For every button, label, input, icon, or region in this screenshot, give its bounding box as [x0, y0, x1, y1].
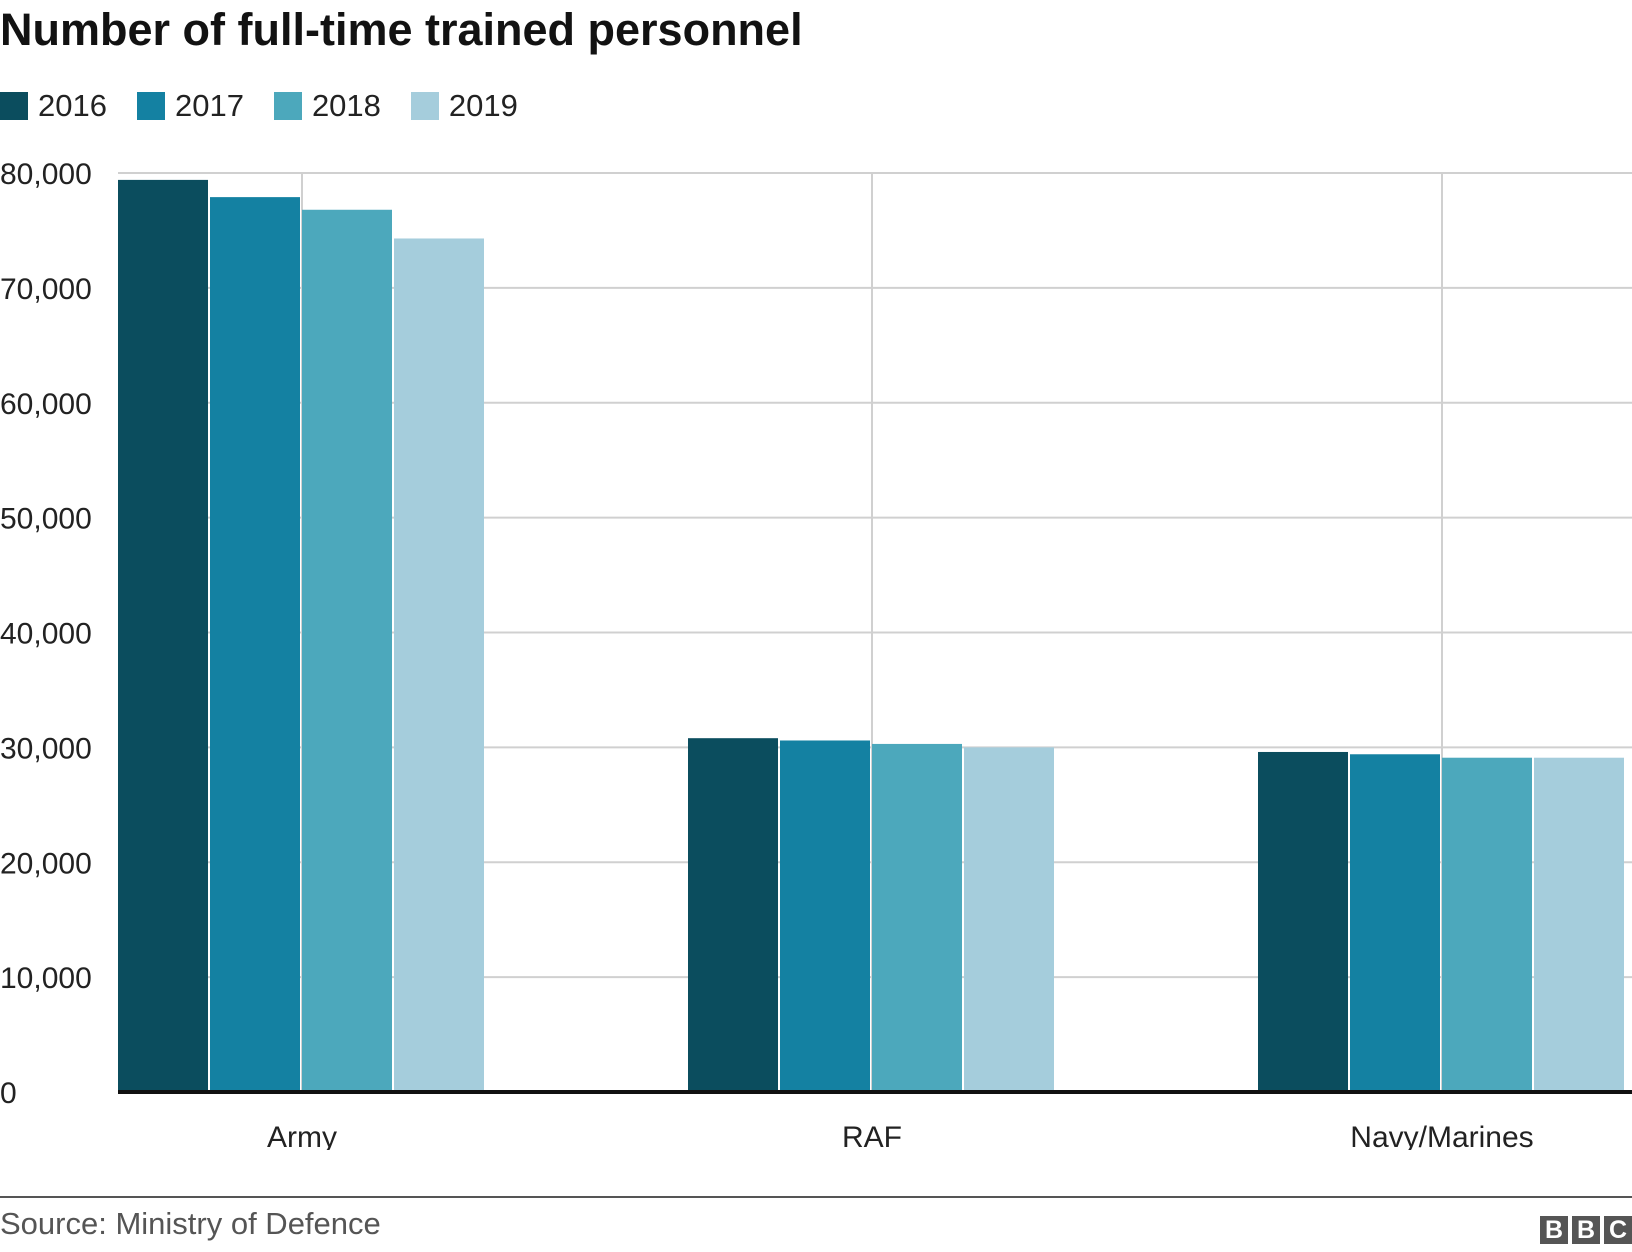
bar-2018-raf — [872, 743, 962, 1092]
y-tick-label: 10,000 — [0, 962, 92, 995]
legend-swatch — [273, 92, 302, 120]
y-tick-label: 20,000 — [0, 847, 92, 880]
bar-2017-army — [210, 197, 300, 1092]
legend-item-2017: 2017 — [136, 88, 244, 124]
legend-item-2019: 2019 — [410, 88, 518, 124]
legend-swatch — [136, 92, 165, 120]
bar-2019-navy-marines — [1534, 757, 1624, 1092]
bar-2016-navy-marines — [1258, 751, 1348, 1092]
bar-2016-raf — [688, 738, 778, 1092]
bar-chart: 0 10,000 20,000 30,000 40,000 50,000 60,000 70,… — [0, 158, 1632, 1150]
y-tick-label: 40,000 — [0, 618, 92, 651]
bar-2018-navy-marines — [1442, 757, 1532, 1092]
legend-label: 2019 — [448, 88, 518, 123]
bar-2019-raf — [964, 747, 1054, 1092]
y-tick-label: 70,000 — [0, 273, 92, 306]
legend-label: 2016 — [38, 88, 107, 123]
legend-label: 2017 — [174, 88, 244, 123]
y-tick-label: 60,000 — [0, 388, 92, 421]
x-tick-label: Army — [267, 1121, 337, 1150]
bar-2016-army — [118, 179, 208, 1092]
source-note: Source: Ministry of Defence — [0, 1206, 381, 1241]
chart-title: Number of full-time trained personnel — [0, 4, 803, 55]
logo-letter: B — [1572, 1216, 1600, 1244]
legend-item-2018: 2018 — [273, 88, 381, 124]
y-tick-label: 50,000 — [0, 503, 92, 536]
bar-2019-army — [394, 238, 484, 1092]
bar-2017-raf — [780, 740, 870, 1092]
y-tick-label: 0 — [0, 1077, 17, 1110]
logo-letter: B — [1540, 1216, 1568, 1244]
chart-legend: 2016 2017 2018 2019 — [0, 86, 548, 126]
legend-swatch — [410, 92, 439, 120]
x-tick-label: Navy/Marines — [1350, 1121, 1533, 1150]
legend-swatch — [0, 92, 28, 120]
x-tick-label: RAF — [842, 1121, 902, 1150]
bar-2018-army — [302, 209, 392, 1092]
footer-divider — [0, 1196, 1632, 1198]
y-tick-label: 30,000 — [0, 732, 92, 765]
y-tick-label: 80,000 — [0, 158, 92, 191]
legend-label: 2018 — [311, 88, 381, 123]
bbc-logo: B B C — [1536, 1216, 1632, 1244]
legend-item-2016: 2016 — [0, 88, 107, 124]
logo-letter: C — [1604, 1216, 1632, 1244]
bar-2017-navy-marines — [1350, 754, 1440, 1092]
